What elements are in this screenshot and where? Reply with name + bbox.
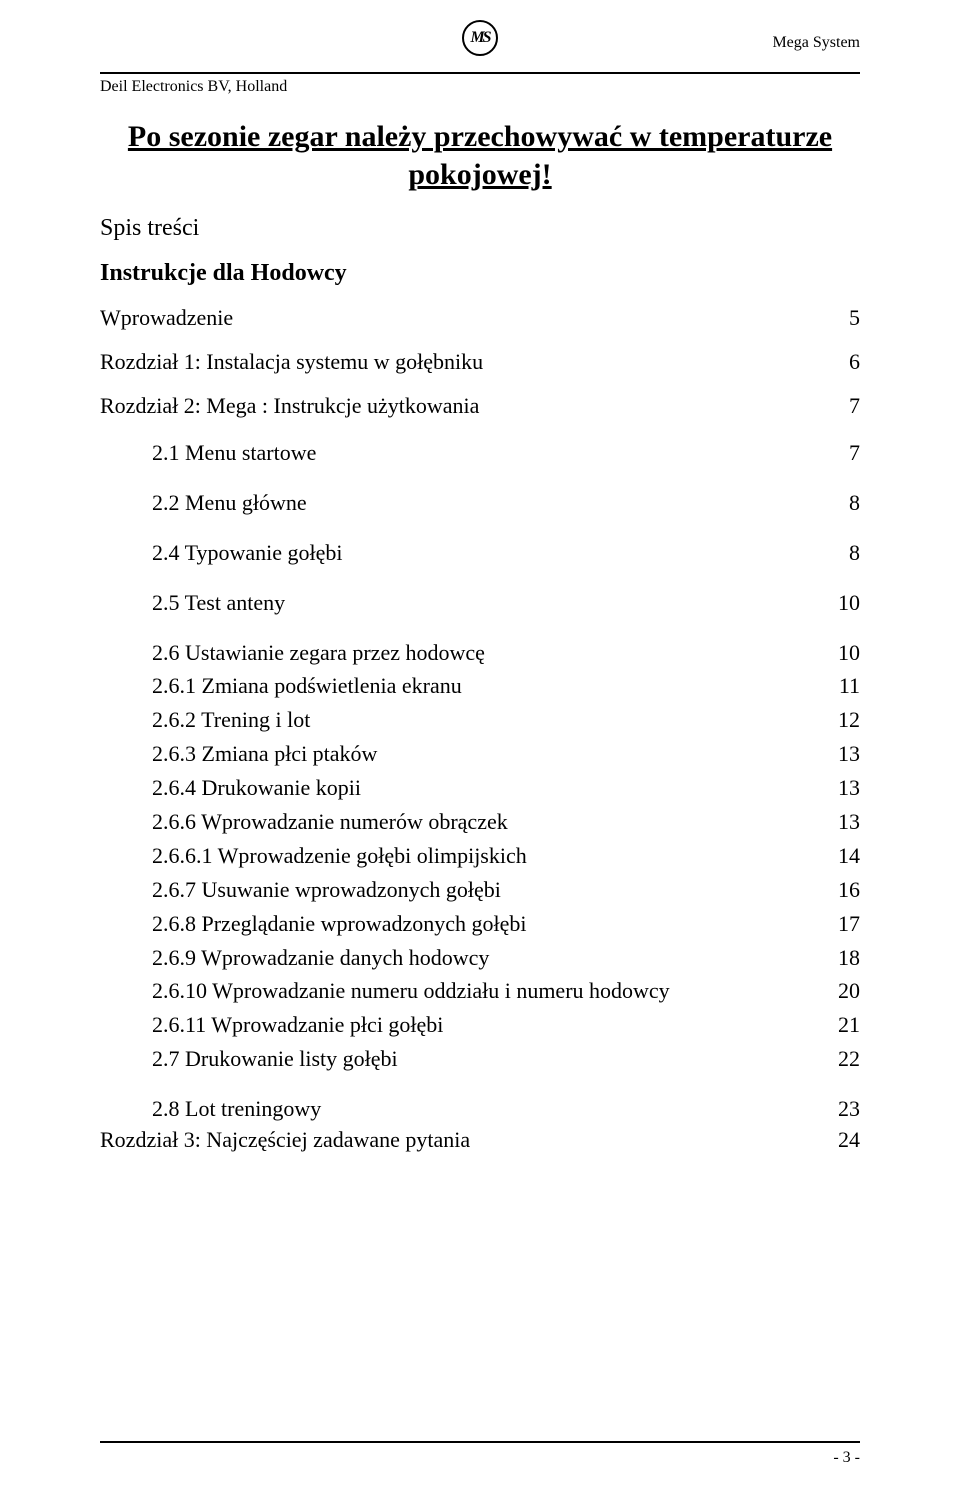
toc-label: 2.6.6 Wprowadzanie numerów obrączek	[152, 806, 832, 838]
toc-page: 24	[832, 1127, 860, 1153]
toc-page: 14	[832, 840, 860, 872]
toc-entry: 2.8 Lot treningowy 23	[152, 1093, 860, 1125]
toc-label: Rozdział 2: Mega : Instrukcje użytkowani…	[100, 393, 832, 419]
toc-entry-ch3: Rozdział 3: Najczęściej zadawane pytania…	[100, 1127, 860, 1153]
page-title: Po sezonie zegar należy przechowywać w t…	[100, 118, 860, 193]
page-footer: - 3 -	[100, 1441, 860, 1467]
toc-page: 7	[832, 437, 860, 469]
toc-page: 18	[832, 942, 860, 974]
toc-label: 2.6 Ustawianie zegara przez hodowcę	[152, 637, 832, 669]
toc-page: 17	[832, 908, 860, 940]
toc-page: 12	[832, 704, 860, 736]
toc-label: 2.7 Drukowanie listy gołębi	[152, 1043, 832, 1075]
toc-label: 2.8 Lot treningowy	[152, 1093, 832, 1125]
toc-entry: 2.6.9 Wprowadzanie danych hodowcy 18	[152, 942, 860, 974]
toc-entry: 2.6.1 Zmiana podświetlenia ekranu 11	[152, 670, 860, 702]
toc-entry-ch2: Rozdział 2: Mega : Instrukcje użytkowani…	[100, 393, 860, 419]
footer-page-number: - 3 -	[100, 1449, 860, 1467]
toc-label: 2.2 Menu główne	[152, 487, 832, 519]
toc-label: 2.6.11 Wprowadzanie płci gołębi	[152, 1009, 832, 1041]
toc-entry: 2.6.3 Zmiana płci ptaków 13	[152, 738, 860, 770]
toc-page: 13	[832, 772, 860, 804]
toc-entry: 2.6 Ustawianie zegara przez hodowcę 10	[152, 637, 860, 669]
toc-label: 2.6.10 Wprowadzanie numeru oddziału i nu…	[152, 975, 832, 1007]
toc-label: Wprowadzenie	[100, 305, 832, 331]
footer-divider	[100, 1441, 860, 1443]
toc-label: 2.4 Typowanie gołębi	[152, 537, 832, 569]
toc-entry: 2.4 Typowanie gołębi 8	[152, 537, 860, 569]
toc-page: 6	[832, 349, 860, 375]
toc-entry: 2.6.2 Trening i lot 12	[152, 704, 860, 736]
toc-entry: 2.6.6 Wprowadzanie numerów obrączek 13	[152, 806, 860, 838]
toc-page: 20	[832, 975, 860, 1007]
toc-label: Rozdział 1: Instalacja systemu w gołębni…	[100, 349, 832, 375]
toc-page: 11	[832, 670, 860, 702]
toc-entry: 2.6.6.1 Wprowadzenie gołębi olimpijskich…	[152, 840, 860, 872]
instructions-heading: Instrukcje dla Hodowcy	[100, 260, 860, 287]
toc-page: 13	[832, 806, 860, 838]
toc-entry: 2.7 Drukowanie listy gołębi 22	[152, 1043, 860, 1075]
toc-label: 2.6.7 Usuwanie wprowadzonych gołębi	[152, 874, 832, 906]
title-line-1: Po sezonie zegar należy przechowywać w t…	[100, 118, 860, 156]
brand-name: Mega System	[772, 34, 860, 52]
toc-page: 7	[832, 393, 860, 419]
toc-page: 22	[832, 1043, 860, 1075]
toc-page: 21	[832, 1009, 860, 1041]
toc-label: 2.6.8 Przeglądanie wprowadzonych gołębi	[152, 908, 832, 940]
toc-entry-ch1: Rozdział 1: Instalacja systemu w gołębni…	[100, 349, 860, 375]
toc-sub-ch2: 2.1 Menu startowe 7 2.2 Menu główne 8 2.…	[152, 437, 860, 1125]
contents-heading: Spis treści	[100, 215, 860, 242]
title-line-2: pokojowej!	[100, 156, 860, 194]
toc-label: Rozdział 3: Najczęściej zadawane pytania	[100, 1127, 832, 1153]
toc-entry: 2.6.4 Drukowanie kopii 13	[152, 772, 860, 804]
toc-page: 10	[832, 637, 860, 669]
toc-entry: 2.6.8 Przeglądanie wprowadzonych gołębi …	[152, 908, 860, 940]
toc-page: 8	[832, 537, 860, 569]
document-page: MS Mega System Deil Electronics BV, Holl…	[0, 0, 960, 1495]
toc-label: 2.6.9 Wprowadzanie danych hodowcy	[152, 942, 832, 974]
toc-label: 2.6.6.1 Wprowadzenie gołębi olimpijskich	[152, 840, 832, 872]
toc-entry: 2.6.10 Wprowadzanie numeru oddziału i nu…	[152, 975, 860, 1007]
toc-entry: 2.2 Menu główne 8	[152, 487, 860, 519]
toc-entry-intro: Wprowadzenie 5	[100, 305, 860, 331]
toc-label: 2.6.4 Drukowanie kopii	[152, 772, 832, 804]
toc-page: 16	[832, 874, 860, 906]
header-divider	[100, 72, 860, 74]
brand-logo: MS	[462, 20, 498, 56]
toc-page: 8	[832, 487, 860, 519]
toc-entry: 2.6.7 Usuwanie wprowadzonych gołębi 16	[152, 874, 860, 906]
toc-page: 10	[832, 587, 860, 619]
toc-label: 2.6.1 Zmiana podświetlenia ekranu	[152, 670, 832, 702]
toc-page: 13	[832, 738, 860, 770]
toc-entry: 2.6.11 Wprowadzanie płci gołębi 21	[152, 1009, 860, 1041]
company-name: Deil Electronics BV, Holland	[100, 78, 860, 96]
logo-monogram: MS	[470, 29, 489, 47]
toc-page: 5	[832, 305, 860, 331]
toc-label: 2.6.3 Zmiana płci ptaków	[152, 738, 832, 770]
toc-label: 2.1 Menu startowe	[152, 437, 832, 469]
toc-page: 23	[832, 1093, 860, 1125]
header-top: MS Mega System	[100, 20, 860, 68]
toc-entry: 2.5 Test anteny 10	[152, 587, 860, 619]
toc-entry: 2.1 Menu startowe 7	[152, 437, 860, 469]
toc-label: 2.6.2 Trening i lot	[152, 704, 832, 736]
toc-label: 2.5 Test anteny	[152, 587, 832, 619]
